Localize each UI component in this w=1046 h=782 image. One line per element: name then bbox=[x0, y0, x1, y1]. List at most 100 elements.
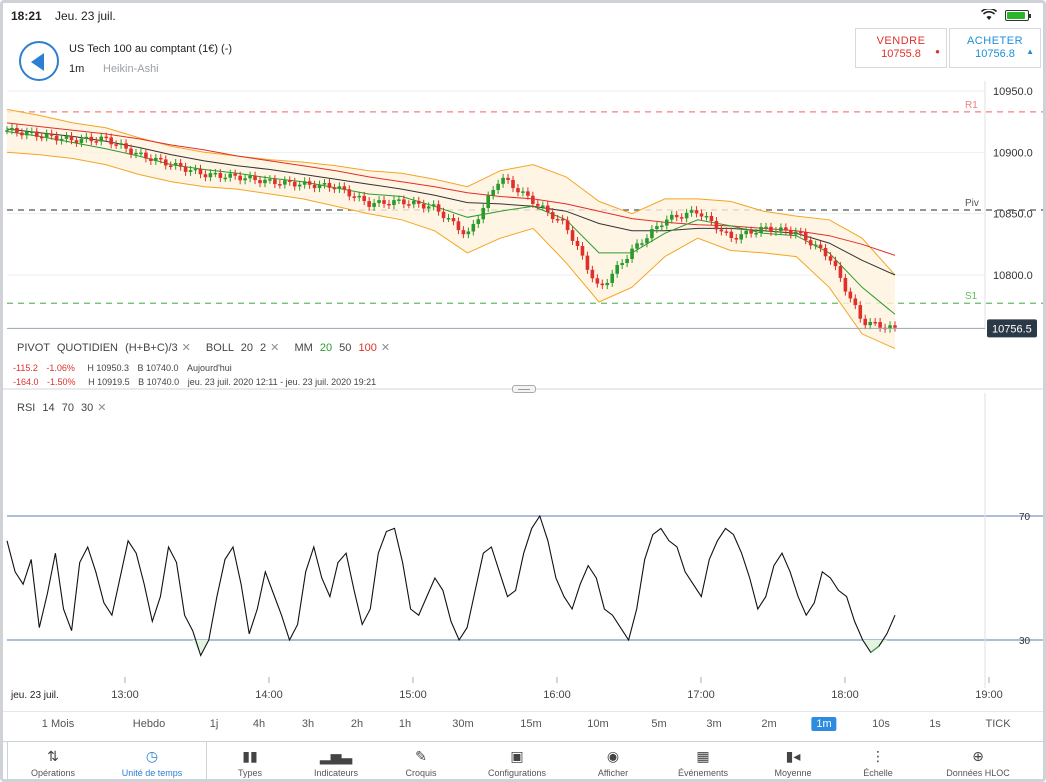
timeframe-15m[interactable]: 15m bbox=[520, 718, 542, 730]
pane-resize-handle[interactable] bbox=[512, 385, 536, 393]
buy-button[interactable]: ACHETER 10756.8 ▲ bbox=[949, 28, 1041, 68]
pivot-formula: (H+B+C)/3 bbox=[125, 342, 178, 354]
candle-body bbox=[416, 200, 421, 204]
toolbar-eye[interactable]: ◉ Afficher bbox=[563, 742, 663, 779]
candle-body bbox=[287, 180, 292, 182]
toolbar-calendar[interactable]: ▦ Événements bbox=[653, 742, 753, 779]
back-button[interactable] bbox=[19, 41, 59, 81]
candle-body bbox=[759, 226, 763, 234]
remove-mm-icon[interactable]: ✕ bbox=[380, 342, 391, 354]
timeframe-label: 1m bbox=[69, 63, 85, 75]
candle-body bbox=[149, 158, 153, 161]
candle-body bbox=[625, 258, 629, 264]
candle-body bbox=[173, 162, 178, 166]
candle-body bbox=[223, 177, 228, 180]
candle-body bbox=[268, 179, 272, 181]
candle-body bbox=[258, 180, 262, 184]
candle-body bbox=[858, 305, 863, 319]
candle-body bbox=[104, 136, 109, 139]
toolbar-layout[interactable]: ▣ Configurations bbox=[467, 742, 567, 779]
timeframe-1m[interactable]: 1m bbox=[811, 717, 837, 731]
candle-body bbox=[74, 140, 79, 143]
candle-body bbox=[565, 220, 570, 231]
candle-body bbox=[332, 187, 337, 190]
candle-body bbox=[69, 136, 74, 141]
timeframe-10m[interactable]: 10m bbox=[587, 718, 609, 730]
candle-body bbox=[764, 226, 768, 229]
legend-row-range: -164.0 -1.50% H 10919.5 B 10740.0 jeu. 2… bbox=[13, 377, 376, 387]
timeframe-1s[interactable]: 1s bbox=[929, 718, 941, 730]
buy-price: 10756.8 bbox=[975, 48, 1015, 60]
timeframe-2m[interactable]: 2m bbox=[761, 718, 777, 730]
mm100-line bbox=[6, 122, 896, 256]
candle-body bbox=[506, 177, 510, 180]
toolbar-bar-chart[interactable]: ▂▅▃ Indicateurs bbox=[286, 742, 386, 779]
remove-boll-icon[interactable]: ✕ bbox=[270, 342, 280, 354]
timeframe-3h[interactable]: 3h bbox=[301, 718, 315, 730]
timeframe-2h[interactable]: 2h bbox=[350, 718, 364, 730]
timeframe-3m[interactable]: 3m bbox=[706, 718, 722, 730]
candle-body bbox=[724, 231, 729, 233]
toolbar-label: Données HLOC bbox=[946, 768, 1010, 778]
timeframe-hebdo[interactable]: Hebdo bbox=[132, 718, 166, 730]
rsi-oversold-fill bbox=[878, 640, 887, 647]
layout-icon: ▣ bbox=[510, 748, 524, 764]
timeframe-4h[interactable]: 4h bbox=[252, 718, 266, 730]
rsi-p3: 30 bbox=[81, 402, 94, 414]
timeframe-tick[interactable]: TICK bbox=[985, 718, 1011, 730]
rsi-legend: RSI 14 70 30 ✕ bbox=[17, 401, 113, 414]
toolbar-label: Échelle bbox=[863, 768, 893, 778]
candle-body bbox=[734, 238, 739, 240]
toolbar-label: Opérations bbox=[30, 768, 76, 778]
up-triangle-icon: ▲ bbox=[1026, 47, 1034, 56]
instrument-title[interactable]: US Tech 100 au comptant (1€) (-) bbox=[69, 43, 233, 55]
remove-rsi-icon[interactable]: ✕ bbox=[97, 402, 107, 414]
buy-label: ACHETER bbox=[966, 35, 1024, 47]
candle-body bbox=[34, 131, 39, 137]
candle-body bbox=[139, 152, 143, 155]
legend-row-today: -115.2 -1.06% H 10950.3 B 10740.0 Aujour… bbox=[13, 363, 232, 373]
candle-body bbox=[779, 227, 783, 231]
candle-body bbox=[545, 205, 550, 213]
x-tick-label: 14:00 bbox=[255, 689, 283, 701]
toolbar-clock[interactable]: ◷ Unité de temps bbox=[102, 742, 202, 779]
range-pct: -1.50% bbox=[47, 377, 76, 387]
candle-body bbox=[322, 183, 327, 185]
toolbar-crosshair[interactable]: ⊕ Données HLOC bbox=[928, 742, 1028, 779]
rsi-tick-label: 30 bbox=[1019, 636, 1031, 647]
price-chart[interactable]: 10950.0 10900.0 10850.0 10800.0 R1 Piv S1 10756… bbox=[3, 81, 1043, 391]
timeframe-30m[interactable]: 30m bbox=[452, 718, 474, 730]
timeframe-1h[interactable]: 1h bbox=[398, 718, 412, 730]
candle-body bbox=[491, 189, 495, 196]
candle-body bbox=[615, 264, 619, 274]
toolbar-sort-arrows[interactable]: ⇅ Opérations bbox=[3, 742, 103, 779]
candle-body bbox=[114, 144, 118, 146]
timeframe-10s[interactable]: 10s bbox=[872, 718, 890, 730]
candle-body bbox=[188, 170, 193, 172]
toolbar-candles[interactable]: ▮▮ Types bbox=[200, 742, 300, 779]
candle-body bbox=[15, 127, 19, 133]
rsi-oversold-fill bbox=[870, 640, 879, 653]
timeframe-1-mois[interactable]: 1 Mois bbox=[41, 718, 75, 730]
bollinger-lower-line bbox=[6, 151, 896, 350]
candle-body bbox=[511, 179, 515, 189]
boll-p1: 20 bbox=[240, 342, 253, 354]
timeframe-1j[interactable]: 1j bbox=[209, 718, 219, 730]
bottom-toolbar: ⇅ Opérations ◷ Unité de temps ▮▮ Types ▂▅▃ Indi… bbox=[3, 741, 1043, 779]
toolbar-scale[interactable]: ⋮ Échelle bbox=[828, 742, 928, 779]
scale-icon: ⋮ bbox=[871, 748, 885, 764]
down-dot-icon: ● bbox=[935, 47, 940, 56]
remove-pivot-icon[interactable]: ✕ bbox=[181, 342, 191, 354]
candle-body bbox=[292, 181, 297, 187]
x-start-label: jeu. 23 juil. bbox=[10, 690, 59, 701]
timeframe-5m[interactable]: 5m bbox=[651, 718, 667, 730]
range-change: -164.0 bbox=[13, 377, 39, 387]
candle-body bbox=[64, 136, 69, 139]
candle-body bbox=[203, 174, 208, 178]
rsi-chart[interactable]: 70 30 13:00 14:00 15:00 16:00 17:00 18:00 19:00 j… bbox=[3, 393, 1043, 707]
sell-button[interactable]: VENDRE 10755.8 ● bbox=[855, 28, 947, 68]
toolbar-average[interactable]: ▮◂ Moyenne bbox=[743, 742, 843, 779]
candle-body bbox=[253, 175, 257, 181]
toolbar-pencil[interactable]: ✎ Croquis bbox=[371, 742, 471, 779]
